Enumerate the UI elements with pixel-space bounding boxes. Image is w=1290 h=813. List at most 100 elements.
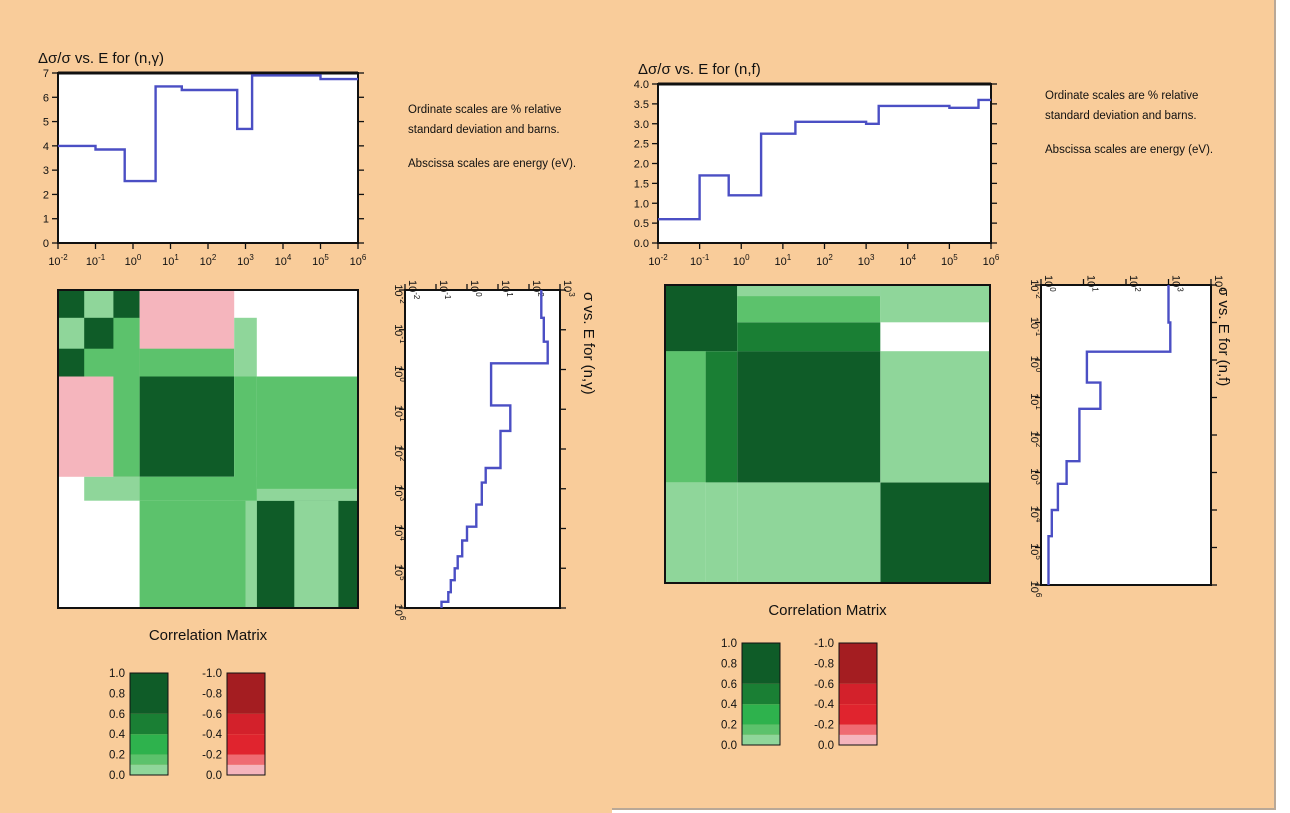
legend-swatch-positive [130,713,168,735]
legend-swatch-negative [227,734,265,755]
tick-base: 10 [775,256,787,268]
tick-base: 10 [86,256,98,268]
tick-base: 10 [200,256,212,268]
matrix-cell [737,482,881,583]
energy-tick-label: 106 [392,604,407,621]
tick-exponent: 3 [1034,480,1043,485]
series-line [1047,285,1172,585]
tick-base: 10 [530,280,542,292]
y-tick-label: 0.0 [634,238,649,250]
ng-notes: Ordinate scales are % relative standard d… [408,104,576,170]
tick-base: 10 [275,256,287,268]
tick-exponent: 2 [212,253,217,262]
matrix-cell [705,351,738,483]
legend-label-negative: -0.4 [814,699,834,711]
matrix-cell [880,351,990,483]
legend-swatch-negative [839,683,877,705]
tick-exponent: 1 [174,253,179,262]
tick-exponent: 5 [953,253,958,262]
tick-exponent: -2 [412,292,421,300]
legend-swatch-negative [227,764,265,775]
x-tick-label: 105 [941,253,958,268]
tick-exponent: -1 [98,253,106,262]
tick-exponent: -2 [398,297,407,305]
energy-tick-label: 10-1 [1028,317,1043,337]
legend-label-positive: 1.0 [721,638,737,650]
legend-swatch-negative [227,673,265,714]
ng-legend: 1.0 -1.0 0.8 -0.8 0.6 -0.6 0.4 -0.4 0.2 -0.2 0.0 0.… [109,668,266,782]
matrix-cell [58,317,85,349]
tick-base: 10 [1028,543,1040,555]
sigma-tick-label: 103 [1170,275,1185,292]
matrix-cell [665,482,706,583]
note-line: standard deviation and barns. [408,124,560,136]
tick-base: 10 [162,256,174,268]
energy-tick-label: 105 [1028,543,1043,560]
x-tick-label: 106 [983,253,1000,268]
matrix-cell [139,476,257,501]
tick-base: 10 [1028,431,1040,443]
matrix-cell [705,482,738,583]
tick-base: 10 [1028,468,1040,480]
y-tick-label: 1.0 [634,198,649,210]
tick-base: 10 [392,365,404,377]
x-tick-label: 100 [733,253,750,268]
matrix-cell [139,376,235,477]
tick-base: 10 [1170,275,1182,287]
plot-frame [404,289,561,609]
tick-exponent: 2 [398,457,407,462]
tick-exponent: 1 [1034,405,1043,410]
matrix-frame [664,284,991,584]
sigma-title: σ vs. E for (n,f) [1215,287,1232,386]
tick-base: 10 [983,256,995,268]
matrix-cell [665,351,706,483]
tick-exponent: 6 [362,253,367,262]
tick-base: 10 [1028,317,1040,329]
legend-label-negative: -0.4 [202,729,222,741]
x-tick-label: 104 [275,253,292,268]
tick-exponent: 5 [1034,555,1043,560]
sigma-title: σ vs. E for (n,γ) [580,292,597,395]
tick-exponent: 3 [249,253,254,262]
tick-exponent: 0 [1034,368,1043,373]
tick-base: 10 [816,256,828,268]
legend-swatch-positive [130,754,168,765]
y-tick-label: 4.0 [634,79,649,91]
nf-reldev-chart: Δσ/σ vs. E for (n,f) 0.0 0.5 1.0 1.5 2.0 2.5 3.… [634,61,1000,268]
tick-base: 10 [690,256,702,268]
legend-label-positive: 0.2 [109,750,125,762]
tick-base: 10 [858,256,870,268]
tick-base: 10 [392,284,404,296]
energy-tick-label: 10-1 [392,324,407,344]
ng_sigma-sigma-chart: 10-210-110010110210310-210-1100101102103… [392,280,597,621]
legend-swatch-negative [839,724,877,735]
tick-exponent: 5 [324,253,329,262]
tick-base: 10 [125,256,137,268]
tick-base: 10 [437,280,449,292]
sigma-tick-label: 103 [561,280,576,297]
y-tick-label: 4 [43,141,49,153]
x-tick-label: 104 [899,253,916,268]
legend-swatch-positive [130,764,168,775]
tick-exponent: 0 [474,292,483,297]
y-tick-label: 0.5 [634,218,649,230]
matrix-cell [880,285,990,323]
x-tick-label: 101 [162,253,179,268]
note-line: standard deviation and barns. [1045,110,1197,122]
legend-label-negative: -0.2 [202,750,222,762]
energy-tick-label: 104 [1028,506,1043,523]
tick-base: 10 [468,280,480,292]
x-tick-label: 103 [237,253,254,268]
legend-label-negative: -1.0 [814,638,834,650]
legend-swatch-negative [839,704,877,725]
x-tick-label: 10-2 [48,253,68,268]
x-tick-label: 105 [312,253,329,268]
tick-exponent: 3 [398,497,407,502]
tick-base: 10 [48,256,60,268]
tick-base: 10 [1028,393,1040,405]
legend-swatch-negative [839,643,877,684]
tick-exponent: 3 [567,292,576,297]
tick-base: 10 [499,280,511,292]
matrix-caption: Correlation Matrix [149,627,268,644]
